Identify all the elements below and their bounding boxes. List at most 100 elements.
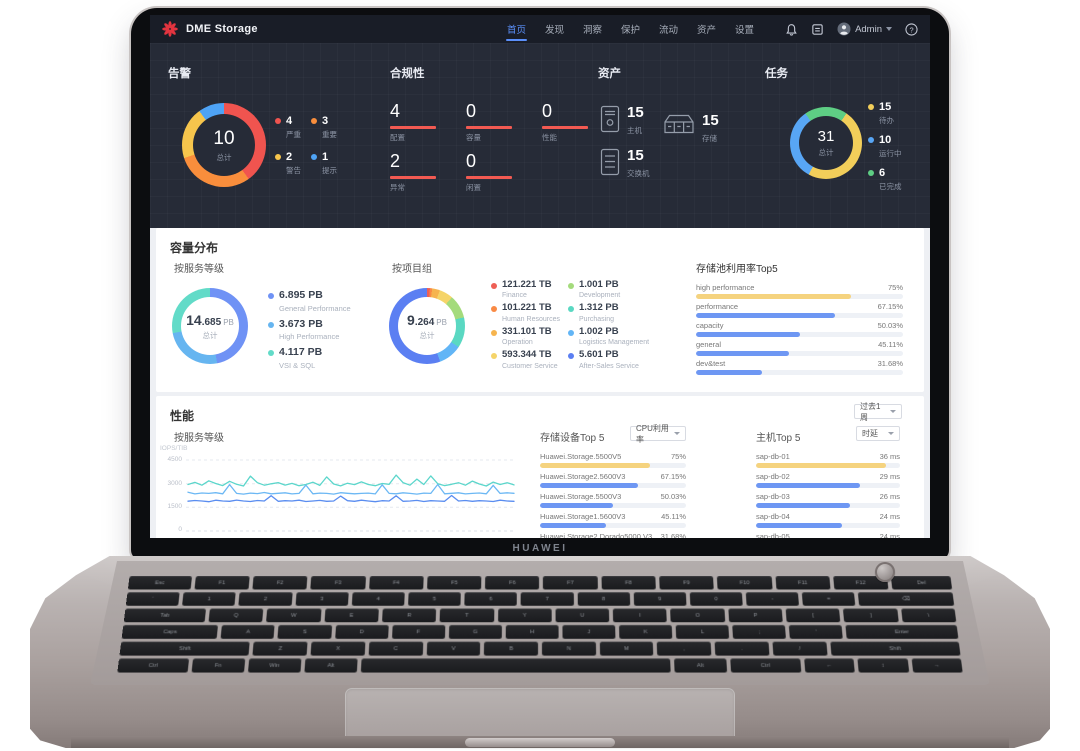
bar-head: Huawei.Storage.5500V3 50.03% bbox=[540, 491, 686, 501]
key-f4: F4 bbox=[368, 576, 424, 590]
legend-value: 1.002 PB bbox=[579, 325, 619, 337]
bar-head: sap-db-03 26 ms bbox=[756, 491, 900, 501]
user-menu[interactable]: Admin bbox=[837, 22, 892, 36]
key-c: C bbox=[368, 641, 423, 656]
legend-item: 1.001 PB Development bbox=[568, 279, 649, 299]
legend-body: 121.221 TB Finance bbox=[502, 279, 552, 300]
alerts-section-title: 告警 bbox=[168, 68, 191, 80]
bar-row: Huawei.Storage.5500V5 75% bbox=[540, 451, 686, 468]
capacity-card: 容量分布 按服务等级 14.685 PB 总计 6.895 PB General P… bbox=[156, 228, 924, 392]
pool-top5-subtitle: 存储池利用率Top5 bbox=[696, 264, 778, 275]
compliance-stat: 2 异常 bbox=[390, 151, 466, 193]
time-range-select[interactable]: 过去1周 bbox=[854, 402, 902, 422]
key-blank: ' bbox=[789, 624, 844, 639]
bar-value: 45.11% bbox=[878, 340, 903, 349]
nav-item-4[interactable]: 保护 bbox=[621, 25, 641, 36]
legend-item: 1.002 PB Logistics Management bbox=[568, 325, 649, 346]
legend-body: 4 严重 bbox=[286, 115, 301, 140]
bar-head: high performance 75% bbox=[696, 282, 903, 292]
legend-dot-icon bbox=[868, 104, 874, 110]
legend-body: 101.221 TB Human Resources bbox=[502, 302, 560, 322]
bar-fill bbox=[540, 503, 614, 508]
user-name: Admin bbox=[855, 23, 882, 35]
key-enter: Enter bbox=[845, 624, 959, 639]
dme-storage-app: DME Storage 首页 发现 洞察 保护 流动 资产 设置 bbox=[150, 15, 930, 538]
bar-label: Huawei.Storage2.5600V3 bbox=[540, 472, 626, 481]
alerts-total-label: 总计 bbox=[216, 152, 232, 162]
alerts-total: 10 bbox=[213, 127, 235, 149]
key-9: 9 bbox=[633, 592, 687, 606]
key-a: A bbox=[220, 624, 276, 639]
asset-value: 15 bbox=[627, 147, 644, 164]
compliance-stat: 0 容量 bbox=[466, 101, 542, 143]
key-k: K bbox=[619, 624, 673, 639]
keyboard-row-3: Tab Q W E R T Y U I O P[] \ bbox=[123, 608, 957, 623]
avatar bbox=[837, 22, 851, 36]
legend-value: 15 bbox=[879, 101, 892, 113]
stat-value: 0 bbox=[542, 101, 553, 121]
legend-dot-icon bbox=[491, 329, 497, 336]
bar-fill bbox=[696, 294, 852, 299]
bar-row: sap-db-03 26 ms bbox=[756, 491, 900, 508]
bar-track bbox=[540, 483, 686, 488]
legend-body: 1.002 PB Logistics Management bbox=[579, 325, 649, 346]
key-y: Y bbox=[497, 608, 552, 623]
bar-fill bbox=[540, 463, 650, 468]
top-navbar: DME Storage 首页 发现 洞察 保护 流动 资产 设置 bbox=[150, 15, 930, 43]
task-list-icon[interactable] bbox=[811, 23, 824, 36]
key-p: P bbox=[728, 608, 783, 623]
legend-value: 121.221 TB bbox=[502, 279, 552, 290]
nav-item-1[interactable]: 首页 bbox=[505, 15, 527, 44]
stat-label: 闲置 bbox=[466, 183, 481, 192]
bar-track bbox=[756, 503, 900, 508]
notifications-bell-icon[interactable] bbox=[785, 23, 798, 36]
legend-value: 3 bbox=[322, 115, 329, 127]
nav-item-6[interactable]: 资产 bbox=[697, 25, 717, 36]
stat-underline bbox=[466, 176, 512, 179]
bar-fill bbox=[540, 483, 639, 488]
stat-value: 2 bbox=[390, 151, 401, 171]
laptop-keyboard-deck: Esc F1 F2 F3 F4 F5 F6 F7 F8 F9 F10 F11 F12 Del ` 1 2 3 4 5 6… bbox=[30, 556, 1050, 748]
key-blank: ↕ bbox=[857, 658, 909, 673]
stat-value: 0 bbox=[466, 151, 477, 171]
y-axis-unit: IOPS/TIB bbox=[160, 445, 188, 452]
chevron-down-icon bbox=[888, 432, 894, 435]
nav-item-5[interactable]: 流动 bbox=[659, 25, 679, 36]
device-metric-select[interactable]: CPU利用率 bbox=[630, 424, 686, 444]
bar-label: Huawei.Storage.5500V5 bbox=[540, 452, 622, 461]
legend-dot-icon bbox=[311, 154, 317, 161]
legend-label: Finance bbox=[502, 292, 527, 300]
key-q: Q bbox=[208, 608, 264, 623]
overview-dashboard: 告警 10 总计 4 严重 3 重要 2 警告 1 提示 合规性 4 配置 0 容量 0 性能 2 异常 0 闲… bbox=[150, 43, 930, 228]
key-8: 8 bbox=[577, 592, 630, 606]
capacity-project-legend-col1: 121.221 TB Finance 101.221 TB Human Resourc… bbox=[491, 279, 560, 374]
nav-item-2[interactable]: 发现 bbox=[544, 25, 564, 36]
host-icon bbox=[600, 105, 620, 138]
alerts-donut-chart: 10 总计 bbox=[182, 103, 266, 187]
help-icon[interactable]: ? bbox=[905, 22, 918, 36]
legend-value: 10 bbox=[879, 134, 892, 147]
legend-value: 2 bbox=[286, 151, 293, 164]
capacity-project-legend-col2: 1.001 PB Development 1.312 PB Purchasing 1.0… bbox=[568, 279, 649, 374]
legend-value: 1 bbox=[322, 151, 329, 164]
bar-label: sap-db-04 bbox=[756, 512, 790, 521]
nav-item-7[interactable]: 设置 bbox=[735, 25, 755, 36]
legend-label: 重要 bbox=[322, 130, 337, 140]
host-top5-bars: sap-db-01 36 ms sap-db-02 29 ms sap-db-03 26 … bbox=[756, 451, 900, 538]
asset-body: 15 交换机 bbox=[627, 148, 650, 181]
legend-dot-icon bbox=[491, 283, 497, 289]
key-alt: Alt bbox=[673, 658, 727, 673]
nav-item-3[interactable]: 洞察 bbox=[582, 25, 602, 36]
host-metric-select[interactable]: 时延 bbox=[856, 426, 900, 441]
power-button bbox=[875, 562, 895, 582]
key-h: H bbox=[505, 624, 559, 639]
bar-value: 67.15% bbox=[660, 472, 686, 481]
legend-item: 2 警告 bbox=[275, 151, 311, 176]
legend-dot-icon bbox=[568, 329, 574, 336]
bar-label: sap-db-02 bbox=[756, 472, 790, 481]
key-blank: / bbox=[772, 641, 828, 656]
key-caps: Caps bbox=[121, 624, 219, 639]
stat-label: 容量 bbox=[466, 133, 481, 142]
keyboard-row-6: Ctrl Fn Win Alt Alt Ctrl ← ↕ → bbox=[117, 658, 963, 673]
legend-label: Purchasing bbox=[579, 315, 615, 323]
